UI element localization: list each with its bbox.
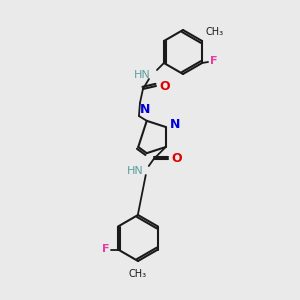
- Text: CH₃: CH₃: [205, 27, 223, 37]
- Text: N: N: [140, 103, 150, 116]
- Text: HN: HN: [134, 70, 151, 80]
- Text: F: F: [102, 244, 109, 254]
- Text: N: N: [170, 118, 180, 130]
- Text: F: F: [210, 56, 218, 66]
- Text: HN: HN: [127, 166, 144, 176]
- Text: O: O: [172, 152, 182, 166]
- Text: CH₃: CH₃: [129, 269, 147, 279]
- Text: O: O: [159, 80, 169, 92]
